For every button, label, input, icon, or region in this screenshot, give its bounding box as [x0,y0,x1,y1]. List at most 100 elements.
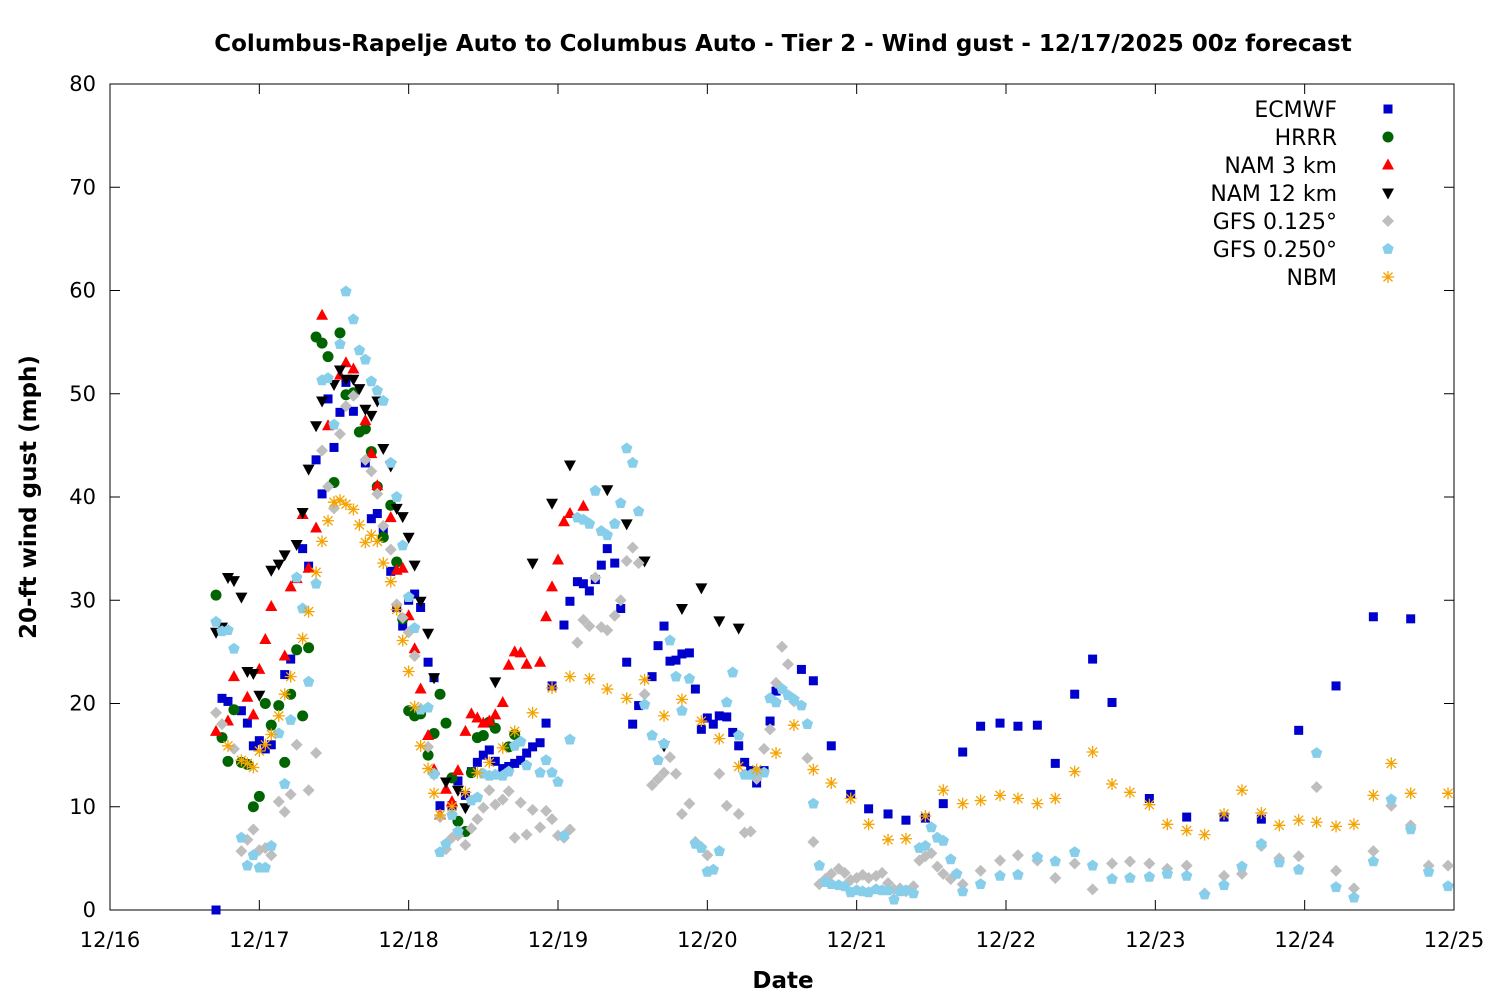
data-point [1406,614,1416,624]
data-point [1088,654,1098,664]
data-point [333,494,346,507]
x-tick-label: 12/18 [378,928,439,952]
data-point [1236,860,1248,872]
data-point [371,479,384,491]
data-point [1273,819,1286,832]
data-point [227,670,240,682]
data-point [353,384,366,396]
data-point [236,706,246,716]
data-point [1331,681,1341,691]
data-point [322,514,335,527]
data-point [483,714,496,726]
data-point [670,670,682,682]
data-point [770,747,783,760]
data-point [290,539,303,551]
data-point [601,485,614,497]
data-point [280,670,290,680]
data-point [610,558,620,568]
data-point [589,571,602,584]
x-tick-label: 12/20 [677,928,738,952]
data-point [1011,792,1024,805]
data-point [210,615,222,627]
data-point [1013,721,1023,731]
data-point [534,655,547,667]
data-point [807,835,820,848]
data-point [434,846,446,857]
data-point [284,670,297,683]
data-point [291,644,303,656]
data-point [616,604,626,614]
data-point [496,695,509,707]
data-point [514,646,527,658]
data-point [994,789,1007,802]
data-point [713,616,726,628]
data-point [1442,880,1454,892]
data-point [390,503,403,515]
data-point [601,683,614,696]
data-point [1143,871,1156,882]
data-point [377,443,390,455]
data-point [1294,725,1304,735]
data-point [516,755,526,765]
data-point [708,719,718,729]
data-point [403,591,415,602]
data-point [223,696,233,706]
data-point [807,797,820,809]
data-point [577,613,590,626]
y-tick-label: 0 [83,898,96,922]
data-point [558,829,570,841]
data-point [359,453,372,466]
data-point [1330,881,1342,893]
data-point [540,804,553,817]
data-point [776,640,788,653]
data-point [658,766,671,779]
data-point [489,677,502,689]
data-point [675,604,688,616]
data-point [1106,778,1119,791]
data-point [883,809,893,819]
data-point [422,729,435,741]
y-axis-label: 20-ft wind gust (mph) [16,355,42,639]
data-point [216,718,228,731]
data-point [259,738,272,751]
data-point [665,656,675,666]
data-point [1124,872,1136,883]
data-point [465,707,478,719]
data-point [559,620,569,630]
data-point [1050,758,1060,768]
data-point [583,672,596,685]
data-point [1405,823,1417,835]
data-point [601,529,613,541]
data-point [396,512,409,524]
data-point [888,893,900,905]
data-point [615,497,627,508]
data-point [620,555,633,568]
data-point [371,487,384,500]
data-point [1198,888,1211,900]
data-point [578,579,588,589]
data-point [937,834,949,846]
y-tick-label: 40 [69,485,96,509]
data-point [956,797,969,810]
data-point [422,701,434,713]
data-point [801,752,814,765]
data-point [584,586,594,596]
data-point [273,700,285,712]
data-point [721,696,733,708]
data-point [316,396,329,408]
data-point [596,560,606,570]
data-point [496,793,509,806]
data-point [477,801,490,814]
data-point [278,688,291,701]
data-point [671,655,681,665]
data-point [1218,869,1231,882]
data-point [396,561,409,573]
data-point [235,845,248,858]
data-point [459,803,472,815]
data-point [838,866,851,879]
data-point [808,676,818,686]
data-point [386,566,396,576]
data-point [602,544,612,554]
data-point [620,519,633,531]
data-point [1123,855,1136,868]
